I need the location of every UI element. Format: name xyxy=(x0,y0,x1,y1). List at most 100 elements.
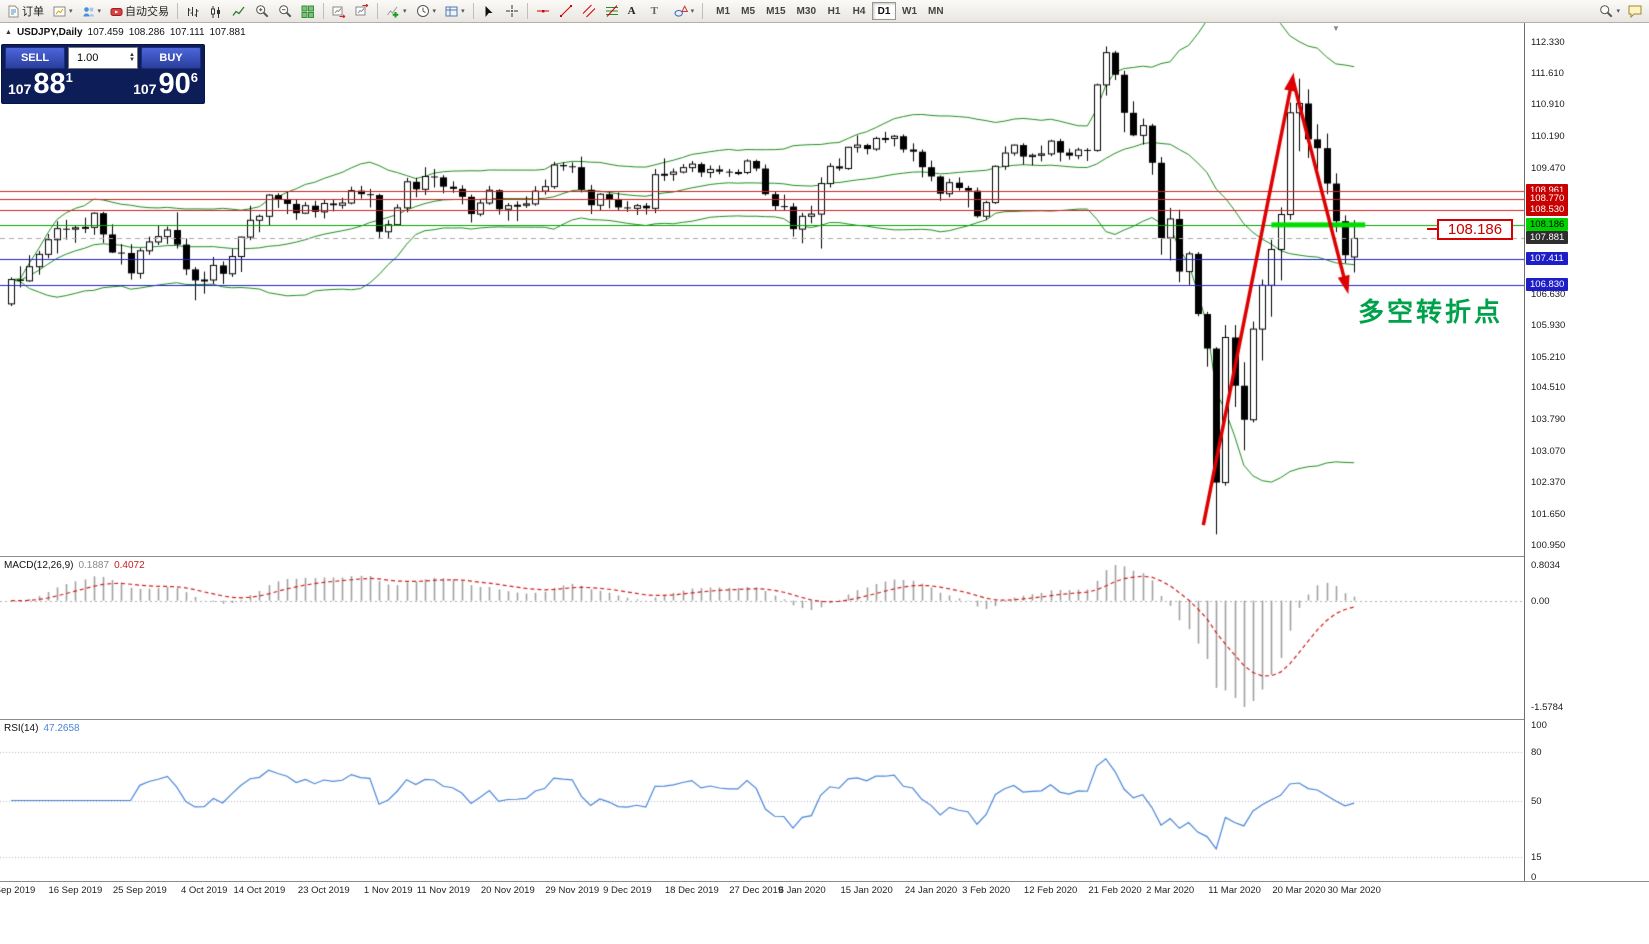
one-click-trading-panel: SELL 1.00 ▲ ▼ BUY 107 88 1 107 90 6 xyxy=(1,44,205,104)
one-click-collapse-icon[interactable]: ▲ xyxy=(5,29,12,36)
search-button[interactable]: ▾ xyxy=(1595,1,1624,21)
autotrade-button[interactable]: 自动交易 xyxy=(106,1,173,21)
text-label-button[interactable]: T xyxy=(647,1,669,21)
time-axis-label: 27 Dec 2019 xyxy=(729,885,784,896)
text-button[interactable]: A xyxy=(624,1,646,21)
crosshair-icon xyxy=(505,5,518,17)
bar-chart-button[interactable] xyxy=(182,1,204,21)
chart-ohlc-header: ▲ USDJPY,Daily 107.459 108.286 107.111 1… xyxy=(5,27,246,38)
trendline-button[interactable] xyxy=(555,1,577,21)
tile-windows-button[interactable] xyxy=(297,1,319,21)
price-tick-label: 110.910 xyxy=(1531,99,1565,111)
crosshair-button[interactable] xyxy=(501,1,523,21)
time-axis-label: 20 Nov 2019 xyxy=(480,885,535,896)
chart-shift-button[interactable] xyxy=(351,1,373,21)
sell-price[interactable]: 107 88 1 xyxy=(8,68,73,100)
panel-separator[interactable] xyxy=(0,719,1649,720)
dropdown-arrow-icon: ▾ xyxy=(1616,8,1620,15)
ohlc-open: 107.459 xyxy=(87,27,124,38)
rsi-indicator-label: RSI(14) 47.2658 xyxy=(4,723,80,734)
timeframe-m1-button[interactable]: M1 xyxy=(711,2,735,20)
buy-button[interactable]: BUY xyxy=(141,47,201,69)
timeframe-m30-button[interactable]: M30 xyxy=(792,2,821,20)
price-tick-label: 103.790 xyxy=(1531,414,1566,426)
price-level-label: 106.830 xyxy=(1526,277,1569,291)
rsi-scale-label: 50 xyxy=(1531,795,1542,807)
dropdown-arrow-icon: ▾ xyxy=(461,8,465,15)
time-axis[interactable]: 5 Sep 2019 16 Sep 2019 25 Sep 2019 4 Oct 20… xyxy=(0,882,1524,900)
time-axis-label: 30 Mar 2020 xyxy=(1327,885,1381,896)
price-tag-label: 108.186 xyxy=(1437,219,1513,240)
fibonacci-icon xyxy=(605,5,618,17)
price-level-label: 107.411 xyxy=(1526,252,1568,266)
symbol-name: USDJPY,Daily xyxy=(16,27,83,38)
timeframe-m5-button[interactable]: M5 xyxy=(736,2,760,20)
price-tick-label: 109.470 xyxy=(1531,163,1566,175)
clock-icon xyxy=(416,5,429,17)
fibonacci-button[interactable] xyxy=(601,1,623,21)
price-tick-label: 104.510 xyxy=(1531,382,1566,394)
macd-scale-max: 0.8034 xyxy=(1531,560,1561,571)
zoom-out-button[interactable] xyxy=(274,1,296,21)
auto-scroll-button[interactable] xyxy=(328,1,350,21)
new-chart-button[interactable]: ▾ xyxy=(49,1,77,21)
new-order-button[interactable]: 订单 xyxy=(3,1,48,21)
price-level-label: 108.530 xyxy=(1526,202,1569,216)
template-icon xyxy=(445,6,458,16)
buy-price[interactable]: 107 90 6 xyxy=(133,68,198,100)
spinner-down-icon[interactable]: ▼ xyxy=(129,57,135,63)
rsi-scale-label: 80 xyxy=(1531,747,1542,759)
rsi-panel-canvas[interactable] xyxy=(0,720,1524,881)
cursor-button[interactable] xyxy=(478,1,500,21)
periods-button[interactable]: ▾ xyxy=(412,1,441,21)
community-chat-button[interactable] xyxy=(1624,1,1646,21)
price-scale[interactable]: 112.330 111.610 110.910 110.190 109.470 106.6… xyxy=(1524,23,1649,883)
zoom-in-button[interactable] xyxy=(251,1,273,21)
dropdown-arrow-icon: ▾ xyxy=(403,8,407,15)
trendline-icon xyxy=(559,5,572,17)
price-tick-label: 102.370 xyxy=(1531,477,1566,489)
rsi-value: 47.2658 xyxy=(43,723,80,734)
timeframe-d1-button[interactable]: D1 xyxy=(872,2,896,20)
channel-button[interactable] xyxy=(578,1,600,21)
templates-button[interactable]: ▾ xyxy=(441,1,469,21)
macd-scale-zero: 0.00 xyxy=(1531,595,1550,607)
sell-button[interactable]: SELL xyxy=(5,47,65,69)
indicators-button[interactable]: ▾ xyxy=(382,1,411,21)
dropdown-arrow-icon: ▾ xyxy=(69,8,73,15)
main-chart-canvas[interactable] xyxy=(0,23,1524,556)
timeframe-h1-button[interactable]: H1 xyxy=(822,2,846,20)
price-tick-label: 101.650 xyxy=(1531,508,1566,520)
volume-input[interactable]: 1.00 ▲ ▼ xyxy=(68,47,138,69)
volume-value: 1.00 xyxy=(77,52,99,64)
ohlc-low: 107.111 xyxy=(169,27,205,38)
time-axis-label: 1 Nov 2019 xyxy=(363,885,413,896)
volume-spinner[interactable]: ▲ ▼ xyxy=(129,52,135,63)
macd-scale-min: -1.5784 xyxy=(1531,702,1564,713)
spinner-up-icon[interactable]: ▲ xyxy=(129,52,135,58)
candlestick-button[interactable] xyxy=(205,1,227,21)
timeframe-w1-button[interactable]: W1 xyxy=(897,2,922,20)
time-axis-label: 23 Oct 2019 xyxy=(297,885,350,896)
price-tick-label: 105.930 xyxy=(1531,319,1566,331)
shapes-button[interactable]: ▾ xyxy=(670,1,699,21)
time-axis-label: 9 Dec 2019 xyxy=(603,885,652,896)
timeframe-mn-button[interactable]: MN xyxy=(923,2,949,20)
toolbar-separator xyxy=(377,3,379,19)
new-chart-icon xyxy=(53,6,66,16)
tile-windows-icon xyxy=(301,5,315,18)
line-chart-button[interactable] xyxy=(228,1,250,21)
timeframe-m15-button[interactable]: M15 xyxy=(761,2,790,20)
horizontal-line-icon xyxy=(536,10,549,13)
macd-main-value: 0.1887 xyxy=(78,560,110,571)
horizontal-line-button[interactable] xyxy=(532,1,554,21)
macd-panel-canvas[interactable] xyxy=(0,557,1524,719)
panel-separator[interactable] xyxy=(0,556,1649,557)
autotrade-label: 自动交易 xyxy=(125,6,170,18)
time-axis-label: 11 Nov 2019 xyxy=(416,885,470,896)
profiles-button[interactable]: ▾ xyxy=(78,1,106,21)
rsi-name: RSI(14) xyxy=(4,723,39,734)
macd-indicator-label: MACD(12,26,9) 0.1887 0.4072 xyxy=(4,560,145,571)
timeframe-h4-button[interactable]: H4 xyxy=(847,2,871,20)
